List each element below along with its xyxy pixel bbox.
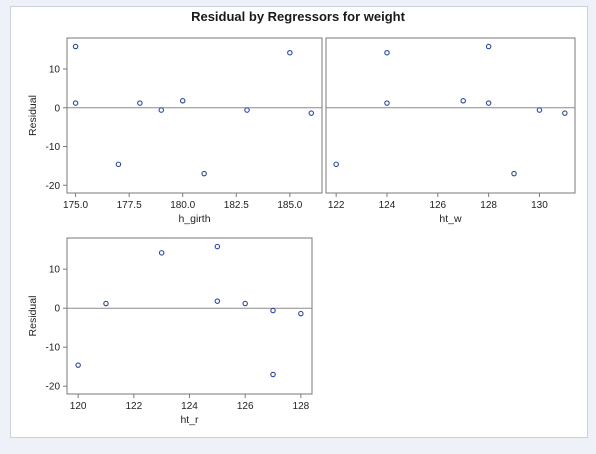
- chart-title: Residual by Regressors for weight: [191, 9, 405, 24]
- residual-point: [460, 98, 466, 104]
- residual-point: [244, 107, 250, 113]
- y-tick-label: 10: [49, 65, 61, 76]
- residual-point: [485, 43, 492, 50]
- x-tick-label: 182.5: [224, 200, 249, 211]
- y-tick-label: 10: [49, 265, 61, 276]
- residual-point: [562, 110, 568, 116]
- residual-point: [270, 307, 276, 314]
- residual-point: [137, 100, 143, 106]
- y-tick-label: -20: [46, 382, 61, 393]
- panel-2: 122 124 126 128 130 ht_w: [325, 37, 576, 225]
- residual-point: [270, 371, 276, 378]
- plot-area: [66, 237, 313, 395]
- residual-point: [511, 170, 517, 177]
- residual-point: [103, 300, 109, 307]
- residual-point: [308, 110, 315, 116]
- residual-point: [179, 98, 186, 104]
- x-axis-label: ht_w: [439, 213, 462, 225]
- residual-point: [287, 49, 293, 56]
- x-tick-label: 124: [181, 401, 198, 412]
- x-tick-label: 180.0: [170, 200, 195, 211]
- x-tick-label: 122: [328, 200, 345, 211]
- panel-1: 175.0 177.5 180.0 182.5 185.0 10 0 -10 -20 h_girt…: [27, 37, 323, 225]
- panel-3: 120 122 124 126 128 10 0 -10 -20 ht_r Residual: [27, 237, 313, 426]
- x-tick-label: 120: [70, 401, 87, 412]
- residual-point: [384, 100, 390, 106]
- x-axis-label: ht_r: [180, 414, 199, 426]
- y-axis-label: Residual: [27, 95, 39, 136]
- x-axis-label: h_girth: [178, 213, 210, 225]
- residual-point: [214, 243, 221, 250]
- residual-point: [158, 107, 165, 113]
- x-tick-label: 124: [379, 200, 396, 211]
- residual-point: [485, 100, 492, 106]
- plot-area: [325, 37, 576, 194]
- residual-point: [158, 250, 165, 256]
- y-tick-label: -20: [46, 181, 61, 192]
- x-tick-label: 185.0: [277, 200, 302, 211]
- residual-point: [384, 49, 390, 56]
- y-tick-label: 0: [54, 103, 60, 114]
- residual-point: [201, 170, 207, 177]
- y-tick-label: 0: [54, 304, 60, 315]
- plot-area: [66, 37, 323, 194]
- residual-point: [298, 310, 304, 317]
- x-tick-label: 175.0: [63, 200, 88, 211]
- residual-point: [536, 107, 543, 113]
- x-tick-label: 128: [480, 200, 497, 211]
- x-tick-label: 177.5: [117, 200, 142, 211]
- residual-point: [214, 298, 221, 304]
- y-tick-label: -10: [46, 343, 61, 354]
- y-tick-label: -10: [46, 142, 61, 153]
- residual-point: [242, 300, 248, 307]
- residual-point: [115, 161, 122, 168]
- residual-point: [333, 161, 339, 168]
- x-tick-label: 122: [125, 401, 142, 412]
- x-tick-label: 130: [531, 200, 548, 211]
- residual-point: [72, 100, 79, 106]
- x-tick-label: 128: [293, 401, 310, 412]
- residual-point: [75, 362, 81, 368]
- y-axis-label: Residual: [27, 296, 39, 337]
- x-tick-label: 126: [237, 401, 254, 412]
- residual-point: [72, 43, 79, 50]
- x-tick-label: 126: [429, 200, 446, 211]
